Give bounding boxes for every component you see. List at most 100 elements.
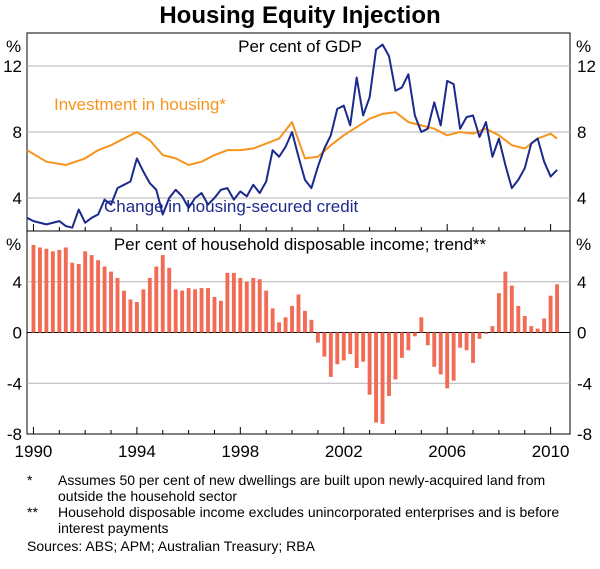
bar-equity-injection-11 <box>102 266 107 333</box>
bar-equity-injection-66 <box>458 332 463 348</box>
bar-equity-injection-34 <box>251 277 256 333</box>
bar-equity-injection-26 <box>199 288 204 333</box>
bar-equity-injection-54 <box>380 332 385 424</box>
footnote-1-mark: * <box>27 472 33 488</box>
line-series <box>26 43 558 229</box>
footnote-2-text: Household disposable income excludes uni… <box>58 504 560 536</box>
bar-equity-injection-70 <box>484 332 488 334</box>
y-tick-label-left-top-12: 12 <box>3 57 22 76</box>
line-investment-in-housing <box>26 111 558 166</box>
bar-equity-injection-1 <box>37 247 42 333</box>
y-tick-label-right-top-12: 12 <box>577 57 596 76</box>
bar-equity-injection-13 <box>115 277 120 333</box>
bar-equity-injection-40 <box>290 305 294 333</box>
bar-equity-injection-43 <box>309 319 314 333</box>
bar-equity-injection-3 <box>50 251 55 333</box>
y-tick-label-left-top-8: 8 <box>13 123 22 142</box>
bottom-left-unit: % <box>6 235 21 254</box>
bar-equity-injection-79 <box>542 318 547 333</box>
bar-equity-injection-35 <box>257 279 262 333</box>
bar-equity-injection-47 <box>335 332 340 365</box>
y-tick-label-left-bottom-0: 0 <box>13 324 22 343</box>
bar-equity-injection-29 <box>218 300 223 333</box>
bar-equity-injection-60 <box>419 317 424 333</box>
bar-equity-injection-19 <box>154 266 159 333</box>
bar-equity-injection-4 <box>57 250 62 333</box>
bar-equity-injection-10 <box>96 260 101 333</box>
bar-equity-injection-50 <box>354 332 359 369</box>
legend-housing-secured-credit: Change in housing-secured credit <box>104 197 358 216</box>
housing-equity-chart: Housing Equity Injection 4 4 8 8 12 12 4 4 0 0 -4 -… <box>3 2 596 461</box>
bar-equity-injection-12 <box>109 271 113 333</box>
bar-equity-injection-57 <box>399 332 404 358</box>
bar-equity-injection-0 <box>31 244 36 333</box>
y-tick-label-right-bottom--8: -8 <box>577 425 592 444</box>
bar-equity-injection-42 <box>303 310 307 333</box>
chart-title: Housing Equity Injection <box>159 2 440 29</box>
bar-equity-injection-55 <box>387 332 391 396</box>
bottom-right-unit: % <box>576 235 591 254</box>
y-tick-label-left-bottom--4: -4 <box>7 374 22 393</box>
bar-equity-injection-17 <box>141 289 146 333</box>
bar-equity-injection-23 <box>180 290 185 333</box>
bar-equity-injection-53 <box>374 332 379 423</box>
y-tick-label-left-bottom--8: -8 <box>7 425 22 444</box>
bar-equity-injection-71 <box>490 326 495 333</box>
axis-ticks <box>32 224 552 434</box>
bar-equity-injection-80 <box>548 295 553 333</box>
bar-equity-injection-33 <box>244 281 249 333</box>
bar-equity-injection-9 <box>89 255 94 333</box>
bar-equity-injection-38 <box>277 322 282 333</box>
bar-equity-injection-41 <box>296 294 301 333</box>
bar-equity-injection-45 <box>322 332 327 357</box>
bar-equity-injection-8 <box>83 251 88 333</box>
legend-investment-in-housing: Investment in housing* <box>54 95 226 114</box>
bar-equity-injection-76 <box>522 316 527 333</box>
bar-equity-injection-64 <box>445 332 450 389</box>
bar-equity-injection-52 <box>367 332 372 395</box>
bar-equity-injection-14 <box>122 290 126 333</box>
bar-equity-injection-68 <box>471 332 475 363</box>
bar-equity-injection-15 <box>128 299 133 333</box>
bar-equity-injection-7 <box>76 263 81 333</box>
bar-equity-injection-67 <box>464 332 469 351</box>
footnote-1: * Assumes 50 per cent of new dwellings a… <box>27 472 587 504</box>
y-tick-label-right-bottom--4: -4 <box>577 374 592 393</box>
x-tick-label-1990: 1990 <box>15 442 53 461</box>
bar-equity-injection-30 <box>225 272 230 333</box>
bar-equity-injection-81 <box>555 284 560 333</box>
footnotes: * Assumes 50 per cent of new dwellings a… <box>27 472 587 554</box>
bar-equity-injection-56 <box>393 332 398 380</box>
y-tick-label-right-top-8: 8 <box>577 123 586 142</box>
bar-equity-injection-62 <box>432 332 437 367</box>
bar-equity-injection-73 <box>503 271 508 333</box>
top-right-unit: % <box>576 37 591 56</box>
bar-equity-injection-49 <box>348 332 353 355</box>
bar-equity-injection-46 <box>328 332 333 377</box>
bar-equity-injection-21 <box>167 267 172 333</box>
bar-equity-injection-37 <box>270 308 275 333</box>
x-tick-label-1998: 1998 <box>221 442 259 461</box>
bar-equity-injection-44 <box>315 332 320 343</box>
y-tick-label-left-bottom-4: 4 <box>13 273 22 292</box>
bar-equity-injection-48 <box>341 332 346 361</box>
bar-series <box>31 244 560 424</box>
bar-equity-injection-28 <box>212 296 217 333</box>
bar-equity-injection-2 <box>44 248 49 333</box>
bar-equity-injection-39 <box>283 317 288 333</box>
x-tick-label-2002: 2002 <box>325 442 363 461</box>
x-tick-label-1994: 1994 <box>118 442 156 461</box>
bar-equity-injection-36 <box>264 290 269 333</box>
sources-line: Sources: ABS; APM; Australian Treasury; … <box>27 538 315 554</box>
bar-equity-injection-63 <box>438 332 443 375</box>
top-panel-subtitle: Per cent of GDP <box>238 37 362 56</box>
y-tick-label-right-top-4: 4 <box>577 189 586 208</box>
x-tick-label-2006: 2006 <box>428 442 466 461</box>
line-housing-secured-credit <box>26 43 558 229</box>
bottom-panel-subtitle: Per cent of household disposable income;… <box>114 235 487 254</box>
bar-equity-injection-77 <box>529 326 534 333</box>
top-left-unit: % <box>6 37 21 56</box>
bar-equity-injection-78 <box>535 328 540 333</box>
bar-equity-injection-25 <box>193 289 198 333</box>
y-tick-label-right-bottom-0: 0 <box>577 324 586 343</box>
